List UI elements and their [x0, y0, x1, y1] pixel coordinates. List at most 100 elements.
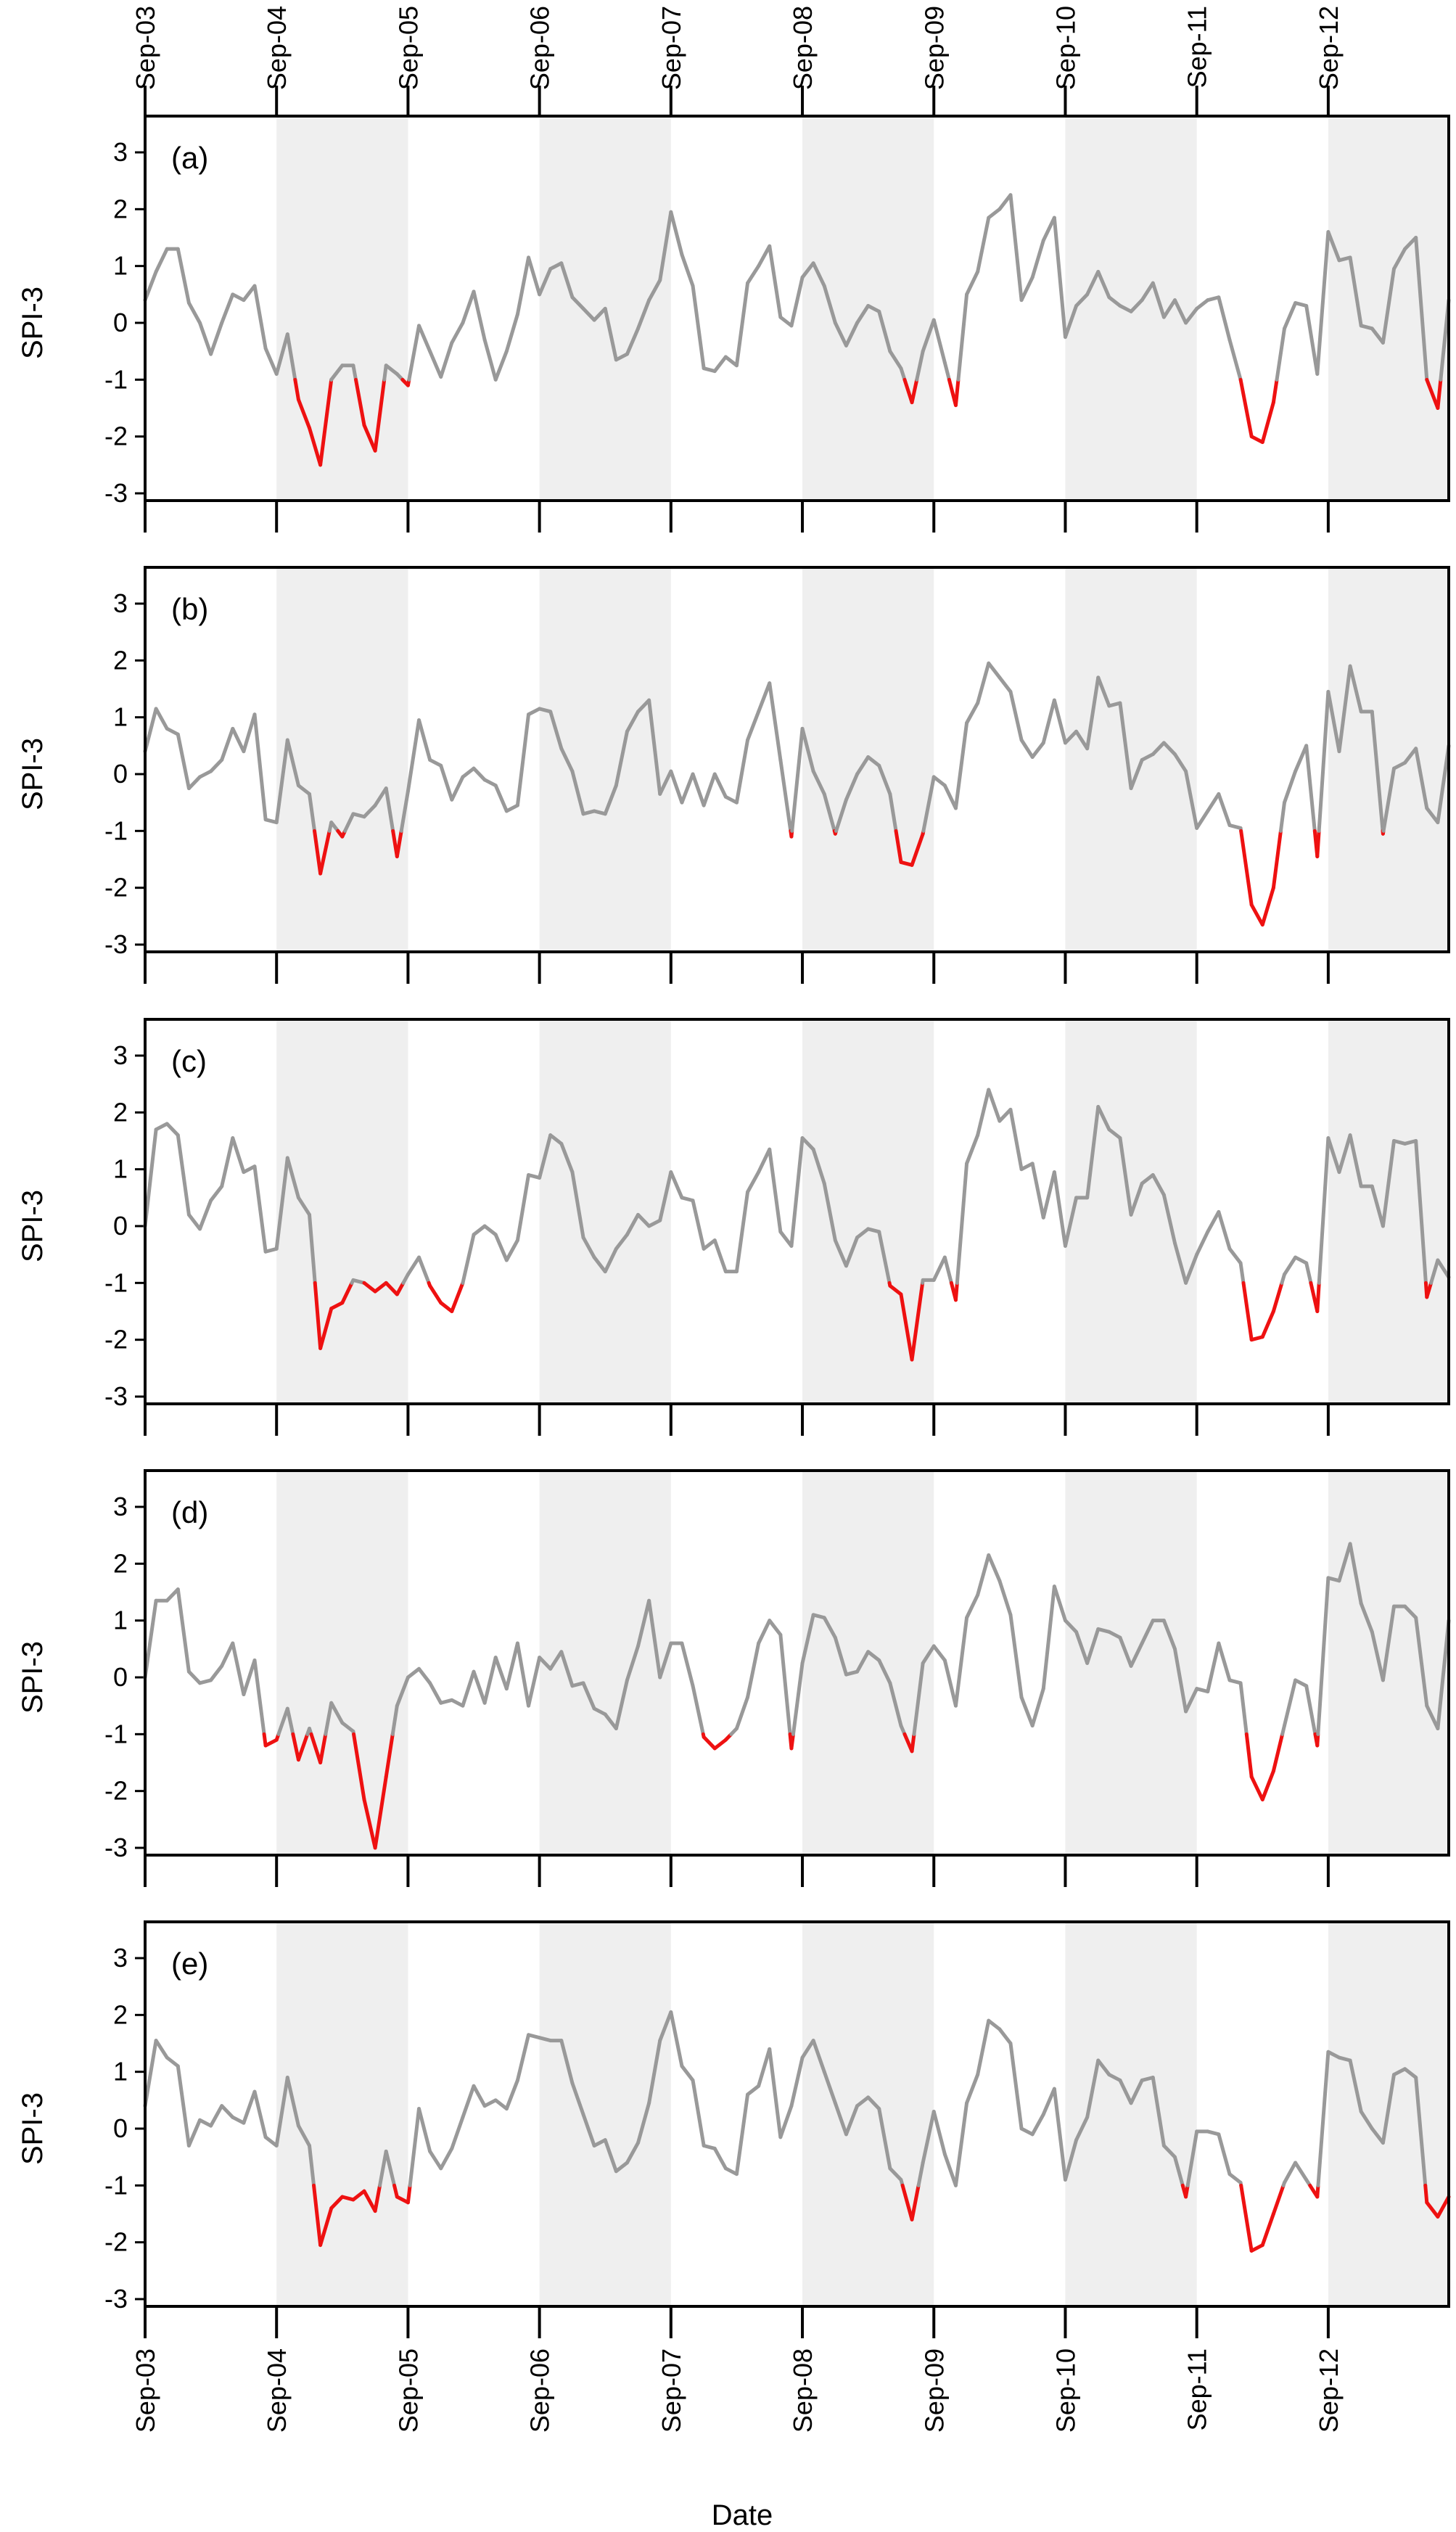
spi-segment: [1403, 1139, 1418, 1146]
spi-segment: [1227, 823, 1243, 830]
spi-segment: [406, 718, 421, 793]
spi-segment: [1019, 2126, 1035, 2137]
spi-segment: [1151, 2076, 1166, 2147]
spi-segment: [252, 284, 268, 350]
spi-segment: [1206, 792, 1221, 813]
spi-segment: [143, 1598, 158, 1680]
spi-segment: [603, 306, 618, 362]
spi-segment: [822, 1616, 837, 1640]
year-shade: [276, 1019, 408, 1404]
spi-segment: [428, 1681, 443, 1705]
spi-segment: [778, 315, 794, 328]
spi-segment: [877, 763, 892, 796]
panel-frame: [144, 1469, 1450, 1857]
y-tick-label: 0: [113, 759, 128, 789]
spi-segment: [408, 2107, 421, 2187]
spi-segment: [276, 1706, 289, 1736]
x-tick-label: Sep-12: [1314, 2348, 1344, 2433]
spi-segment: [242, 1164, 257, 1175]
spi-segment: [1337, 255, 1352, 263]
spi-segment: [942, 1255, 953, 1285]
spi-segment: [482, 1224, 498, 1237]
spi-segment: [614, 352, 629, 362]
spi-segment: [1414, 1616, 1429, 1708]
drought-segment: [1260, 400, 1275, 444]
spi-segment: [636, 1212, 651, 1228]
spi-segment: [1414, 747, 1429, 810]
spi-segment: [1348, 255, 1363, 328]
spi-segment: [176, 247, 191, 305]
spi-segment: [768, 681, 783, 762]
spi-segment: [931, 1255, 947, 1282]
spi-segment: [482, 338, 498, 382]
spi-segment: [1118, 304, 1133, 313]
y-tick-label: 1: [113, 1154, 128, 1184]
spi-segment: [942, 2152, 958, 2187]
spi-segment: [417, 718, 432, 762]
spi-segment: [165, 2055, 180, 2068]
spi-segment: [1227, 2172, 1243, 2184]
y-tick-label: 2: [113, 645, 128, 675]
drought-segment: [1184, 2183, 1190, 2199]
spi-segment: [1403, 236, 1418, 251]
y-tick-label: -1: [104, 1719, 128, 1748]
year-shade: [539, 1922, 671, 2306]
y-tick-label: -1: [104, 815, 128, 845]
spi-segment: [789, 2055, 805, 2108]
x-tick-label: Sep-06: [525, 2348, 555, 2433]
spi-segment: [1326, 1136, 1341, 1175]
spi-segment: [942, 784, 958, 810]
spi-segment: [822, 1181, 837, 1243]
spi-segment: [1172, 1241, 1188, 1285]
y-tick-label: 0: [113, 308, 128, 337]
drought-segment: [340, 2195, 355, 2202]
spi-segment: [220, 292, 235, 325]
spi-segment: [1293, 301, 1309, 308]
spi-segment: [1317, 689, 1330, 833]
x-tick-label: Sep-05: [393, 2348, 423, 2433]
spi-segment: [746, 264, 761, 285]
spi-segment: [1227, 1678, 1243, 1685]
drought-segment: [1249, 2243, 1264, 2253]
spi-segment: [855, 755, 871, 776]
spi-segment: [1052, 1584, 1067, 1623]
spi-segment: [888, 1681, 903, 1728]
spi-segment: [1359, 1601, 1374, 1634]
spi-segment: [252, 2089, 268, 2140]
spi-segment: [1195, 809, 1210, 830]
spi-segment: [1030, 1162, 1045, 1220]
spi-segment: [527, 1656, 542, 1708]
spi-segment: [285, 738, 300, 788]
spi-segment: [493, 1233, 509, 1262]
spi-segment: [757, 2047, 772, 2088]
spi-segment: [1403, 2067, 1418, 2079]
spi-segment: [1172, 1647, 1188, 1714]
spi-segment: [504, 803, 519, 813]
drought-segment: [910, 831, 925, 867]
y-axis-label: SPI-3: [17, 738, 49, 810]
drought-segment: [1249, 1335, 1264, 1342]
spi-segment: [916, 2161, 925, 2187]
spi-segment: [220, 2104, 235, 2119]
chart-panel: 3 2 1 0 -1 -2 -3 SPI-3 (a): [17, 86, 1451, 533]
spi-segment: [220, 1136, 235, 1188]
drought-segment: [1271, 2183, 1286, 2216]
spi-segment: [953, 721, 969, 810]
spi-segment: [976, 2018, 991, 2077]
spi-segment: [198, 321, 213, 356]
spi-segment: [942, 361, 951, 382]
drought-segment: [313, 829, 323, 876]
spi-segment: [789, 1136, 805, 1248]
spi-segment: [723, 794, 739, 805]
spi-segment: [1414, 2076, 1428, 2187]
spi-segment: [1370, 1629, 1385, 1682]
spi-segment: [493, 2098, 509, 2111]
spi-segment: [1030, 238, 1045, 279]
spi-segment: [953, 1616, 969, 1708]
spi-segment: [1052, 2087, 1067, 2182]
spi-segment: [877, 1230, 892, 1285]
spi-segment: [242, 712, 257, 754]
spi-segment: [417, 1255, 431, 1285]
drought-segment: [1436, 2195, 1451, 2219]
chart-panel: 3 2 1 0 -1 -2 -3 SPI-3 (e): [17, 1920, 1451, 2338]
